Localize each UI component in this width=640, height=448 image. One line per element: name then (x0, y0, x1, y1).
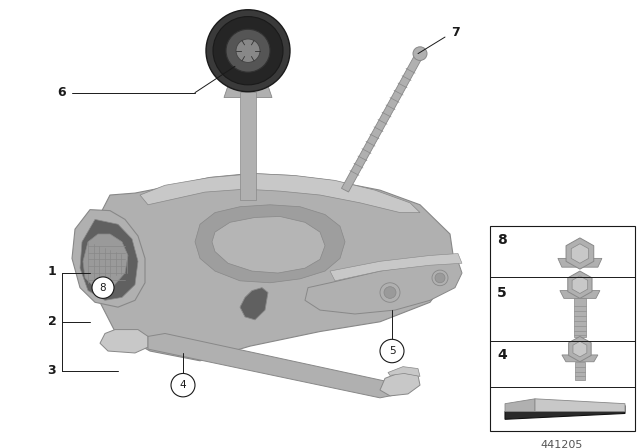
Text: 441205: 441205 (541, 439, 583, 448)
Circle shape (413, 47, 427, 60)
Polygon shape (568, 271, 592, 298)
Polygon shape (195, 205, 345, 283)
Circle shape (206, 10, 290, 92)
Text: 7: 7 (451, 26, 460, 39)
Polygon shape (575, 362, 585, 380)
Text: 8: 8 (100, 283, 106, 293)
Polygon shape (505, 399, 535, 411)
Polygon shape (572, 244, 589, 263)
Polygon shape (566, 238, 594, 269)
Circle shape (380, 339, 404, 363)
Circle shape (384, 287, 396, 298)
Text: 4: 4 (180, 380, 186, 390)
Polygon shape (560, 291, 600, 298)
Polygon shape (572, 276, 588, 293)
Text: 5: 5 (388, 346, 396, 356)
Polygon shape (83, 234, 128, 288)
Text: 2: 2 (47, 315, 56, 328)
Circle shape (435, 273, 445, 283)
Text: 1: 1 (47, 265, 56, 278)
Polygon shape (535, 399, 625, 411)
Polygon shape (330, 254, 462, 281)
Polygon shape (574, 298, 586, 337)
Polygon shape (342, 52, 424, 192)
Circle shape (171, 374, 195, 397)
Polygon shape (573, 341, 587, 357)
Polygon shape (305, 261, 462, 314)
Circle shape (432, 270, 448, 286)
Polygon shape (505, 405, 625, 419)
Polygon shape (240, 92, 256, 200)
Text: 8: 8 (497, 233, 507, 247)
Circle shape (213, 17, 283, 85)
Polygon shape (140, 173, 420, 212)
Polygon shape (562, 355, 598, 362)
Polygon shape (100, 330, 148, 353)
Text: 4: 4 (497, 348, 507, 362)
Polygon shape (72, 210, 145, 307)
Polygon shape (558, 258, 602, 267)
Polygon shape (388, 366, 420, 376)
Circle shape (92, 277, 114, 298)
Text: 5: 5 (497, 285, 507, 300)
Polygon shape (148, 333, 395, 398)
Circle shape (380, 283, 400, 302)
Polygon shape (569, 336, 591, 362)
Polygon shape (212, 216, 325, 273)
Bar (490, 226, 635, 431)
Polygon shape (240, 288, 268, 320)
Polygon shape (380, 372, 420, 396)
Circle shape (236, 39, 260, 62)
Text: 6: 6 (58, 86, 67, 99)
Text: 3: 3 (48, 364, 56, 377)
Polygon shape (80, 220, 138, 300)
Circle shape (226, 29, 270, 72)
Polygon shape (90, 173, 455, 361)
Polygon shape (224, 86, 272, 98)
